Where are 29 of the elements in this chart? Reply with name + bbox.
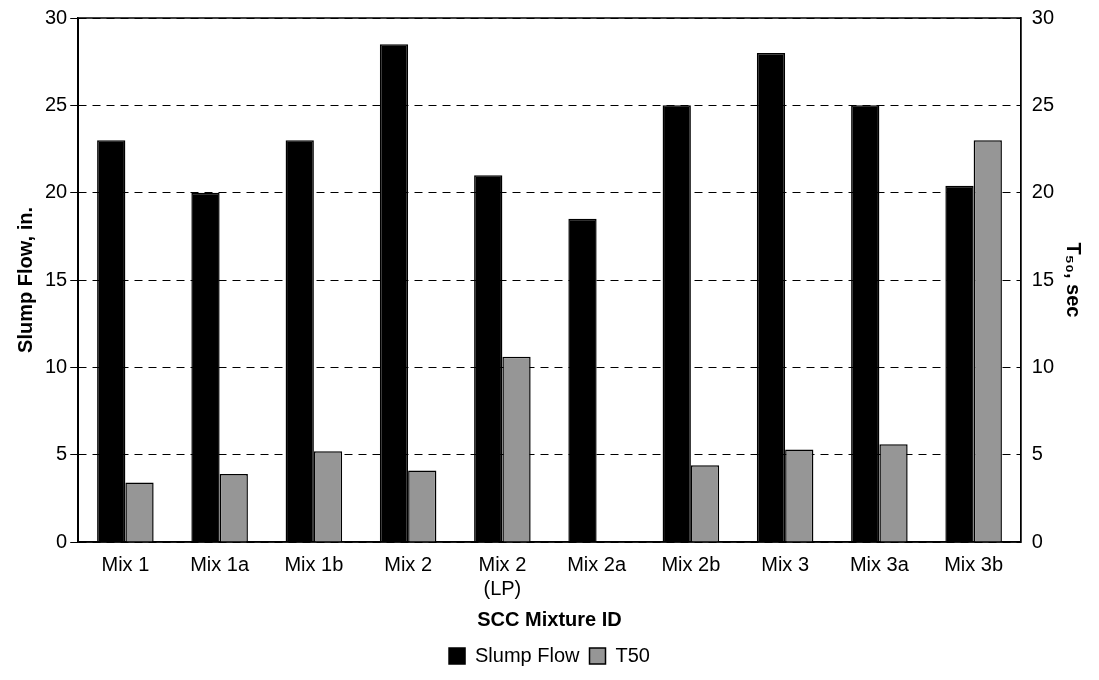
x-axis-title: SCC Mixture ID [477,607,622,630]
y-tick-label: 15 [45,267,68,290]
y2-tick-label: 20 [1031,180,1054,203]
x-tick-label: Mix 1b [284,552,344,575]
y-tick-label: 10 [45,354,68,377]
x-tick-label: Mix 3 [761,552,810,575]
y2-tick-label: 0 [1031,529,1043,552]
x-tick-label: Mix 2 [384,552,433,575]
x-tick-label: Mix 1a [190,552,250,575]
x-tick-label: Mix 1 [101,552,150,575]
x-tick-label: Mix 2b [661,552,721,575]
x-tick-label: Mix 2a [567,552,627,575]
y2-tick-label: 30 [1031,5,1054,28]
y-tick-label: 5 [56,442,68,465]
x-tick-label: Mix 3b [944,552,1004,575]
y2-tick-label: 10 [1031,354,1054,377]
x-tick-label: Mix 2 (LP) [478,552,527,599]
y2-tick-label: 25 [1031,92,1054,115]
y-axis-title: Slump Flow, in. [13,207,36,353]
y2-tick-label: 15 [1031,267,1054,290]
legend-label: Slump Flow [475,643,581,666]
y2-tick-label: 5 [1031,442,1043,465]
y2-axis-title: T₅₀, sec [1063,242,1086,318]
x-tick-label: Mix 3a [849,552,910,575]
y-tick-label: 30 [45,5,68,28]
y-tick-label: 20 [45,180,68,203]
y-tick-label: 25 [45,92,68,115]
legend-label: T50 [615,643,650,666]
y-tick-label: 0 [56,529,68,552]
